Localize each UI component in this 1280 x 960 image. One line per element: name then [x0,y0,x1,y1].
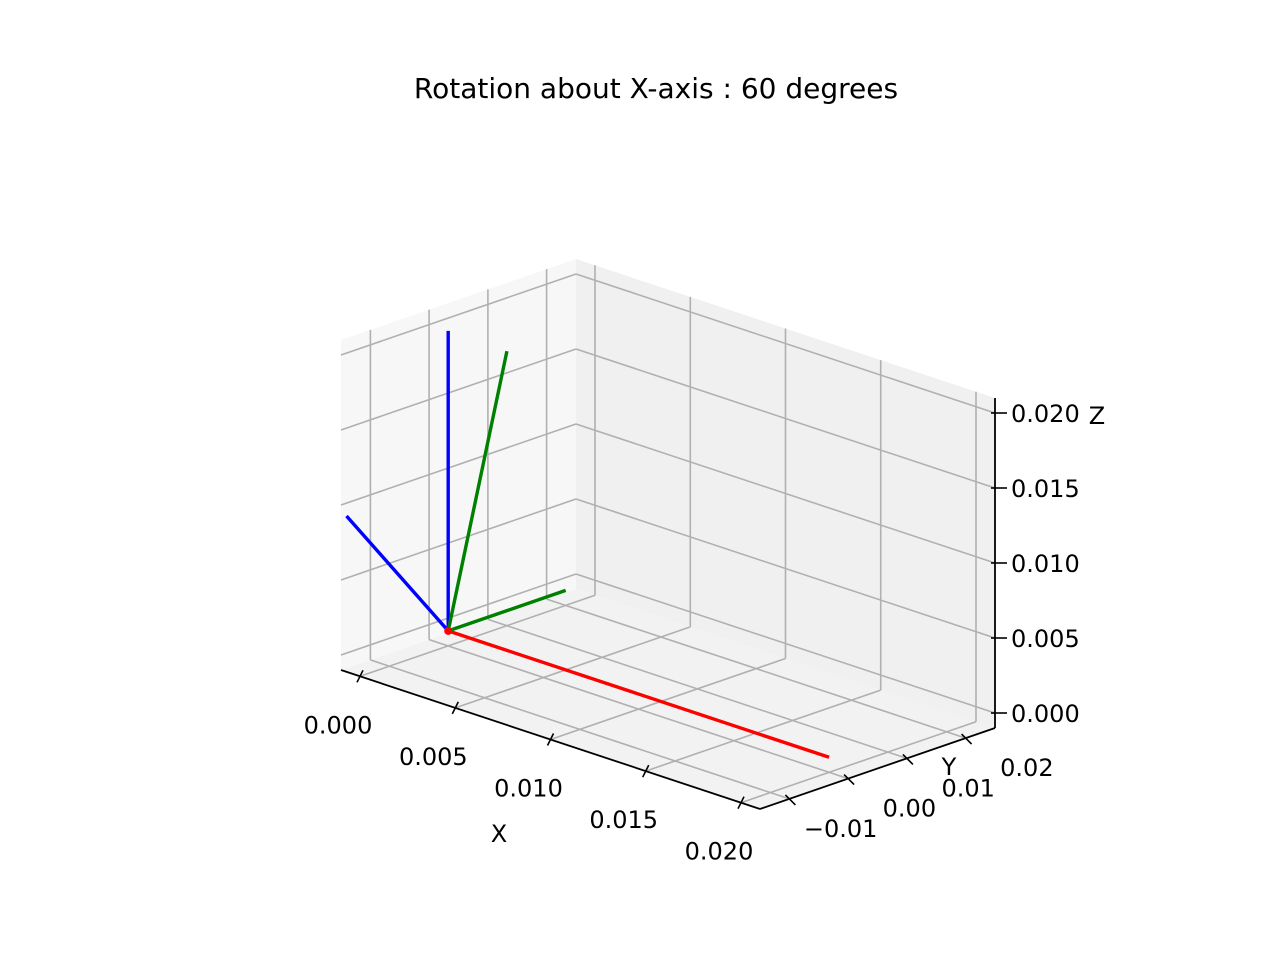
y-tick-label: 0.02 [1000,754,1053,782]
y-axis-label: Y [941,753,957,781]
series-line-0 [447,629,830,759]
grid-line-y-floor [546,598,966,739]
grid-line-x-floor [550,657,786,741]
grid-line-z-left [340,498,577,581]
grid-line-x-floor [645,689,881,772]
grid-line-z-back [575,273,996,414]
grid-line-x-floor [455,626,691,709]
chart-title: Rotation about X-axis : 60 degrees [414,72,898,105]
z-tick-label: 0.005 [1011,625,1080,653]
y-tick-label: 0.00 [883,795,936,823]
grid-line-z-back [575,498,996,639]
y-tick-label: −0.01 [804,815,878,843]
x-tick-mark [546,733,555,746]
grid-line-z-left [340,273,577,356]
z-axis-label: Z [1089,402,1105,430]
y-tick-mark [902,753,914,765]
y-tick-mark [843,774,855,786]
grid-line-y-floor [370,659,790,800]
tick-marks [356,412,1007,810]
series-line-3 [447,588,567,633]
data-series [345,330,830,759]
grid-line-y-floor [428,638,849,780]
z-tick-label: 0.020 [1011,400,1080,428]
grid-line-z-left [340,573,577,656]
x-tick-label: 0.015 [589,806,658,834]
grid-line-z-left [340,423,577,506]
series-line-4 [446,350,509,632]
x-tick-label: 0.010 [494,775,563,803]
grid-lines [340,265,996,804]
z-tick-label: 0.015 [1011,475,1080,503]
y-tick-label: 0.01 [941,774,994,802]
grid-line-z-back [575,348,996,489]
grid-line-x-floor [740,720,977,804]
grid-line-y-floor [487,618,908,760]
x-axis-label: X [491,820,507,848]
y-tick-mark [784,794,796,806]
grid-line-x-floor [359,594,596,678]
z-tick-label: 0.010 [1011,550,1080,578]
tick-labels: 0.0000.0050.0100.0150.020−0.010.000.010.… [304,400,1080,866]
x-tick-label: 0.005 [399,743,468,771]
z-tick-label: 0.000 [1011,700,1080,728]
x-tick-mark [356,669,364,683]
origin-point-0 [444,626,453,635]
grid-line-z-back [575,573,996,714]
series-line-1 [345,514,450,633]
y-axis-line [759,727,996,810]
grid-line-z-back [575,423,996,564]
grid-line-z-left [340,348,577,431]
axes-panes [341,259,995,809]
x-tick-mark [737,796,745,810]
x-tick-label: 0.000 [304,711,373,739]
x-tick-mark [641,764,650,778]
x-tick-mark [451,701,460,715]
x-tick-label: 0.020 [685,838,754,866]
y-tick-mark [961,733,973,745]
